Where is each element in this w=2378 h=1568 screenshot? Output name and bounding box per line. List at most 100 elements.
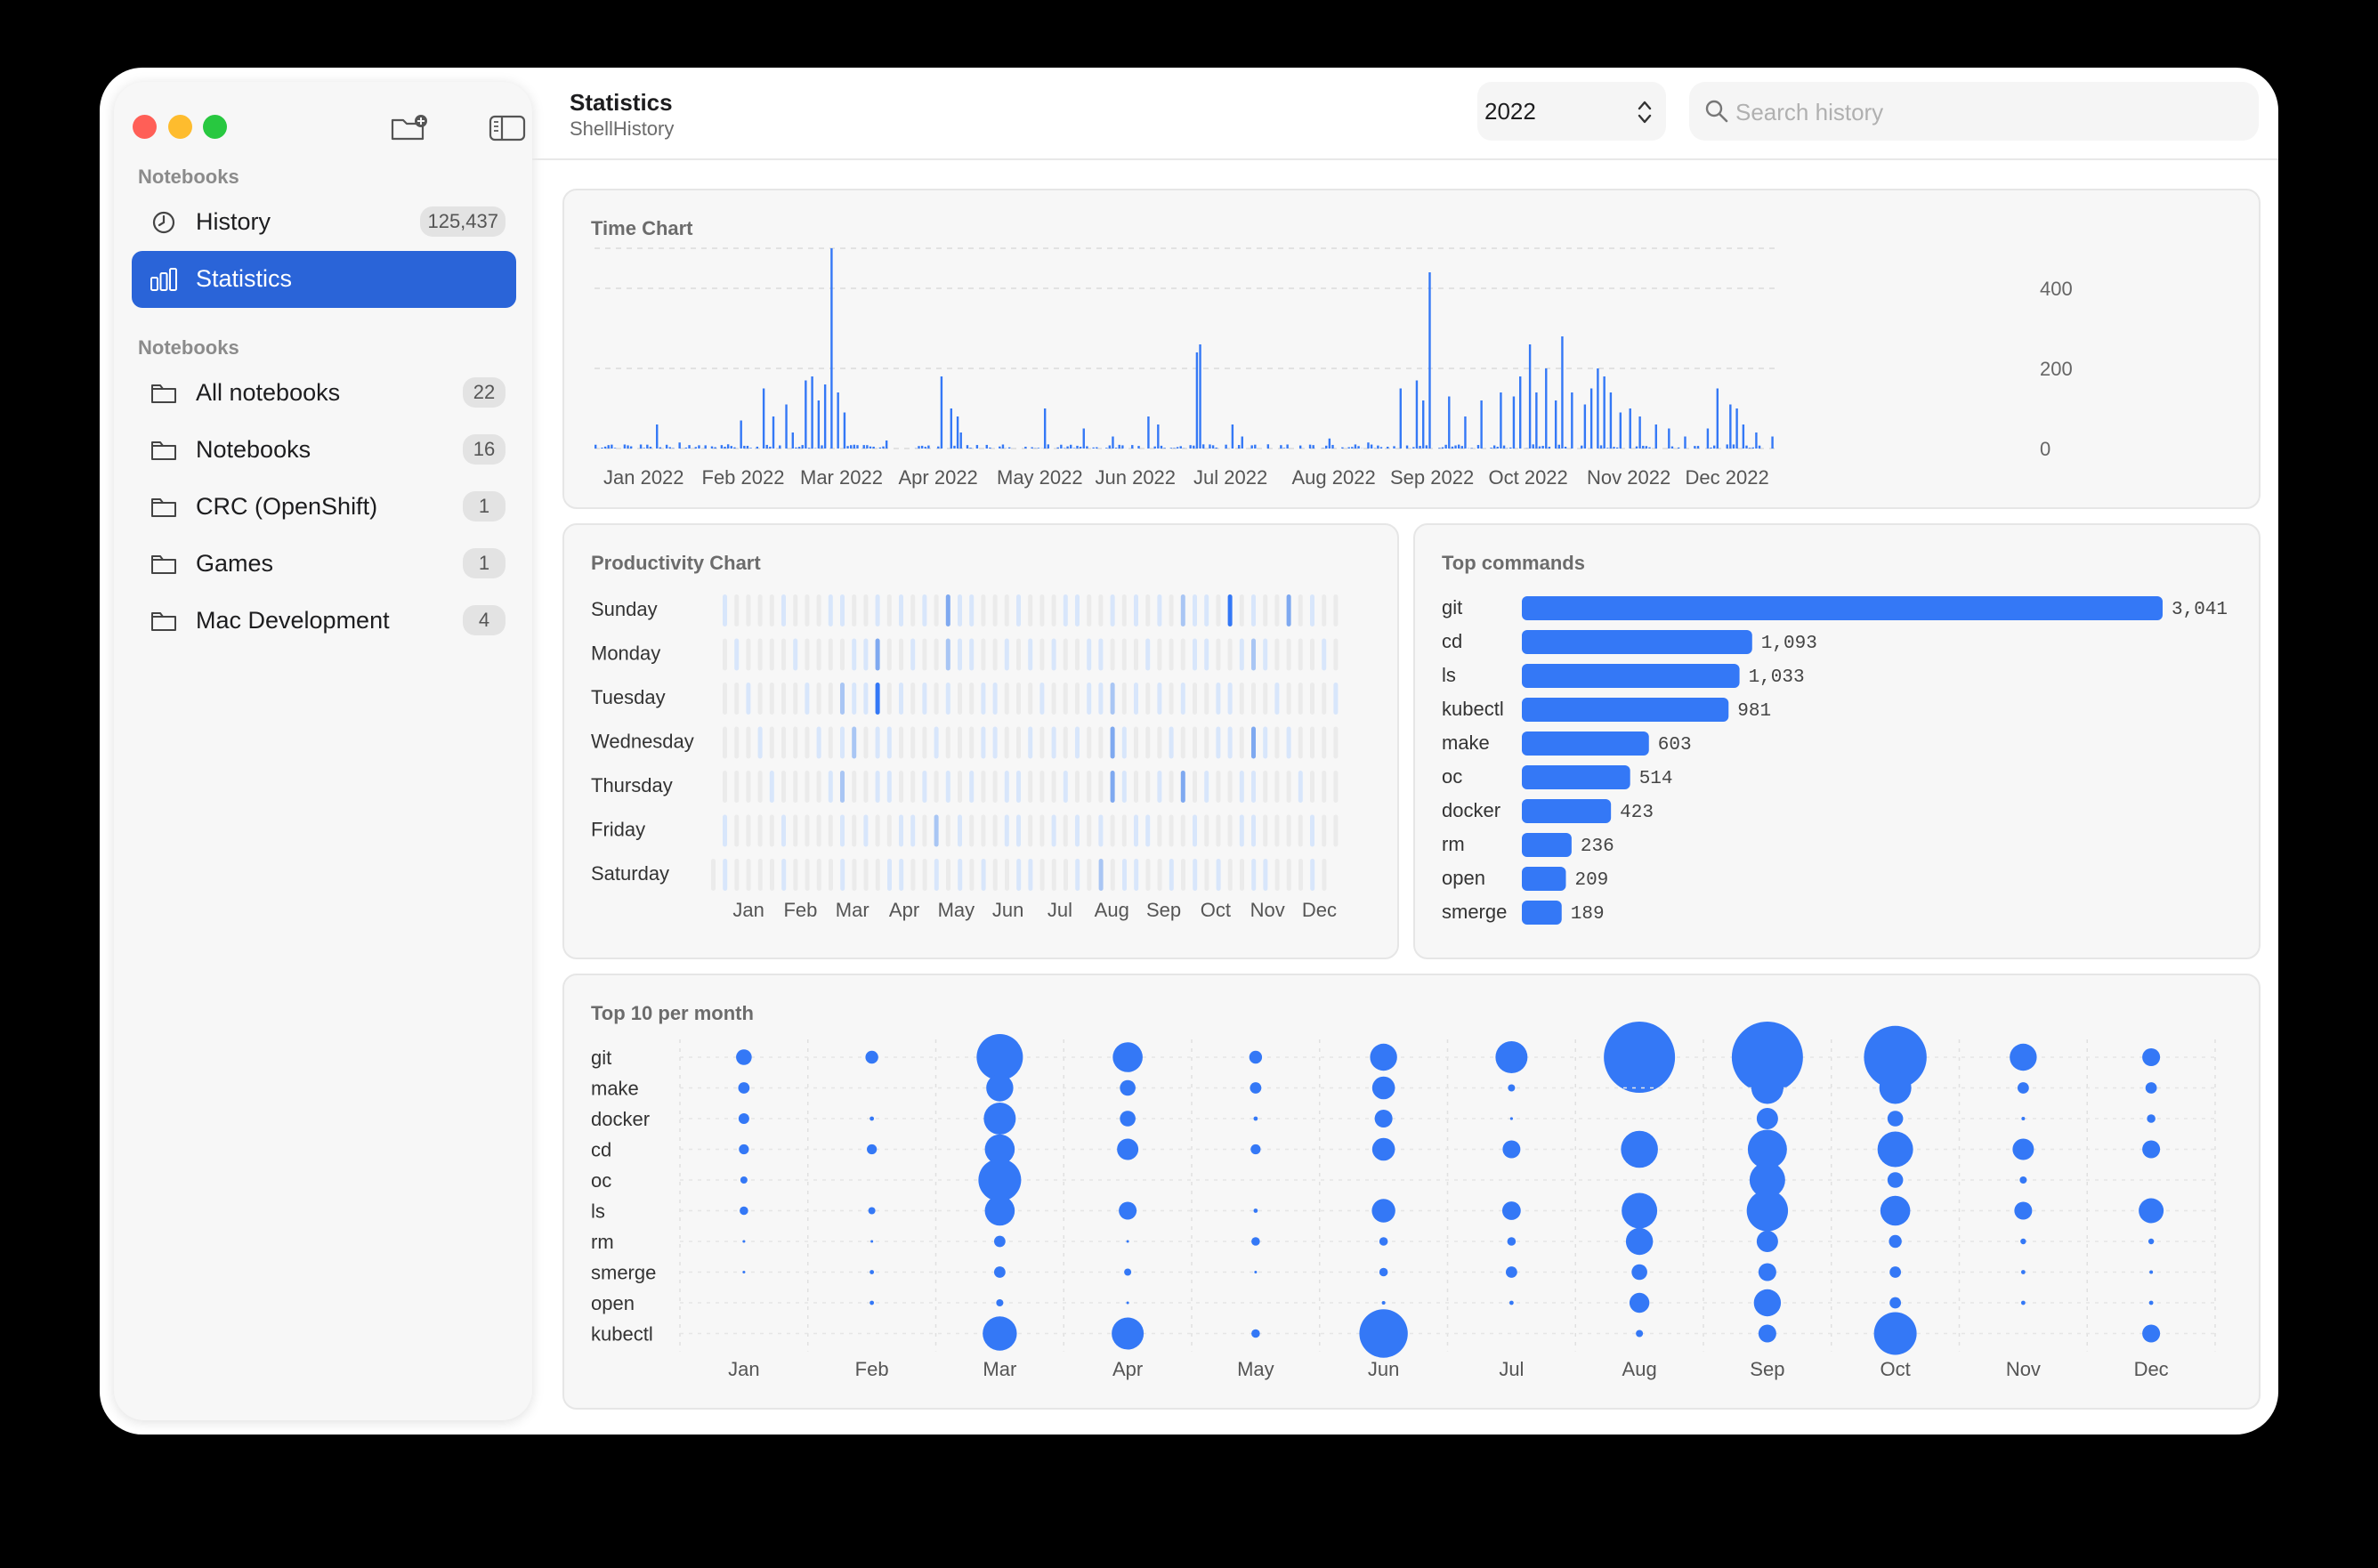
heatmap-column-label: Jan xyxy=(732,899,764,921)
heatmap-row-label: Monday xyxy=(591,643,660,665)
heatmap-column-label: May xyxy=(938,899,975,921)
heatmap-cell xyxy=(723,638,727,671)
time-bar xyxy=(1351,447,1354,449)
heatmap-cell xyxy=(1005,859,1009,891)
notebook-item-games[interactable]: Games 1 xyxy=(132,536,516,593)
heatmap-cell xyxy=(1098,859,1104,891)
bubble xyxy=(1117,1138,1139,1160)
bubble xyxy=(870,1270,875,1274)
bubble xyxy=(1758,1324,1776,1343)
command-value-label: 3,041 xyxy=(2172,600,2228,620)
new-folder-icon[interactable] xyxy=(390,114,429,142)
heatmap-cell xyxy=(981,771,986,803)
heatmap-cell xyxy=(1251,683,1256,715)
time-bar xyxy=(1619,412,1622,449)
close-window-button[interactable] xyxy=(133,115,157,139)
heatmap-cell xyxy=(757,726,763,759)
heatmap-cell xyxy=(1134,814,1138,847)
heatmap-column-label: Jul xyxy=(1047,899,1072,921)
heatmap-cell xyxy=(958,683,962,715)
heatmap-cell xyxy=(1004,771,1009,803)
time-bar xyxy=(688,445,691,449)
heatmap-cell xyxy=(1322,594,1327,626)
heatmap-row-label: Tuesday xyxy=(591,686,666,708)
heatmap-cell xyxy=(816,594,821,626)
time-bar xyxy=(1096,447,1098,449)
heatmap-cell xyxy=(1169,638,1174,671)
zoom-window-button[interactable] xyxy=(203,115,227,139)
time-bar xyxy=(1331,444,1334,449)
time-bar xyxy=(795,447,797,449)
command-label: git xyxy=(1442,596,1462,618)
heatmap-cell xyxy=(934,638,939,671)
notebook-item-crc-openshift[interactable]: CRC (OpenShift) 1 xyxy=(132,479,516,536)
heatmap-cell xyxy=(1087,814,1092,847)
time-bar xyxy=(1545,368,1548,449)
time-bar xyxy=(603,446,607,449)
heatmap-cell xyxy=(1110,814,1115,847)
heatmap-cell xyxy=(1216,726,1221,759)
time-bar xyxy=(749,448,752,449)
heatmap-cell xyxy=(1193,683,1197,715)
command-bar xyxy=(1522,867,1566,891)
year-select[interactable]: 2022 xyxy=(1477,82,1666,141)
heatmap-cell xyxy=(1075,814,1080,847)
minimize-window-button[interactable] xyxy=(168,115,192,139)
heatmap-cell xyxy=(1169,859,1174,891)
time-bar xyxy=(740,420,742,449)
search-input[interactable] xyxy=(1734,93,2236,132)
time-bar xyxy=(601,448,603,449)
time-bar xyxy=(1056,447,1059,449)
heatmap-cell xyxy=(1028,859,1033,891)
time-bar xyxy=(629,446,633,449)
bubble xyxy=(1495,1041,1528,1073)
heatmap-cell xyxy=(840,814,845,847)
time-bar xyxy=(1748,448,1751,449)
heatmap-cell xyxy=(981,683,986,715)
sidebar-item-statistics[interactable]: Statistics xyxy=(132,251,516,308)
bubble xyxy=(978,1159,1022,1201)
time-bar xyxy=(1422,400,1425,449)
heatmap-cell xyxy=(1169,814,1174,847)
heatmap-cell xyxy=(922,814,927,847)
notebook-item-mac-development[interactable]: Mac Development 4 xyxy=(132,593,516,650)
time-bar xyxy=(1694,446,1696,449)
sidebar-item-history[interactable]: History 125,437 xyxy=(132,194,516,251)
bubble xyxy=(983,1316,1017,1351)
bubble xyxy=(996,1299,1004,1306)
heatmap-cell xyxy=(1286,814,1291,847)
time-bar xyxy=(1564,447,1567,449)
time-bar xyxy=(1758,445,1761,449)
time-bar xyxy=(1341,447,1344,449)
heatmap-cell xyxy=(1322,859,1327,891)
heatmap-cell xyxy=(1004,726,1009,759)
row-label: oc xyxy=(591,1169,611,1192)
time-bar xyxy=(830,248,833,449)
heatmap-cell xyxy=(945,814,950,847)
time-bar xyxy=(1114,448,1118,449)
heatmap-row-label: Wednesday xyxy=(591,731,694,753)
time-bar xyxy=(1072,448,1076,449)
time-bar xyxy=(720,445,724,449)
bubble xyxy=(993,1266,1006,1278)
heatmap-column-label: Aug xyxy=(1095,899,1129,921)
time-bar xyxy=(1528,344,1532,449)
heatmap-cell xyxy=(852,814,857,847)
notebook-item-all-notebooks[interactable]: All notebooks 22 xyxy=(132,365,516,422)
heatmap-cell xyxy=(757,814,763,847)
time-bar xyxy=(1615,447,1619,449)
heatmap-cell xyxy=(816,859,821,891)
heatmap-cell xyxy=(1180,594,1185,626)
sidebar-toggle-icon[interactable] xyxy=(488,114,527,142)
heatmap-cell xyxy=(1051,859,1056,891)
top10-card: Top 10 per month git make docker cd oc ls rm sm… xyxy=(562,974,2261,1410)
heatmap-cell xyxy=(1193,814,1197,847)
heatmap-cell xyxy=(934,726,939,759)
bubble xyxy=(976,1034,1023,1080)
search-box[interactable] xyxy=(1689,82,2259,141)
heatmap-cell xyxy=(1145,638,1151,671)
bubble xyxy=(1879,1071,1912,1104)
notebook-item-notebooks[interactable]: Notebooks 16 xyxy=(132,422,516,479)
heatmap-cell xyxy=(910,859,916,891)
time-bar xyxy=(1173,448,1176,449)
